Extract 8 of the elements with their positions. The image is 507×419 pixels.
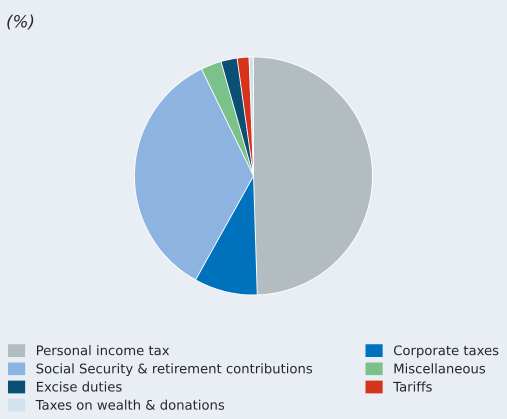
chart-title: (%) <box>7 14 34 30</box>
legend-label: Corporate taxes <box>394 345 498 358</box>
legend-label: Personal income tax <box>36 345 170 356</box>
legend-label: Taxes on wealth & donations <box>36 400 224 410</box>
legend-label: Miscellaneous <box>394 363 486 374</box>
legend-label: Excise duties <box>36 381 122 392</box>
legend-label: Tariffs <box>393 381 432 392</box>
legend-label: Social Security & retirement contributions <box>36 363 312 376</box>
